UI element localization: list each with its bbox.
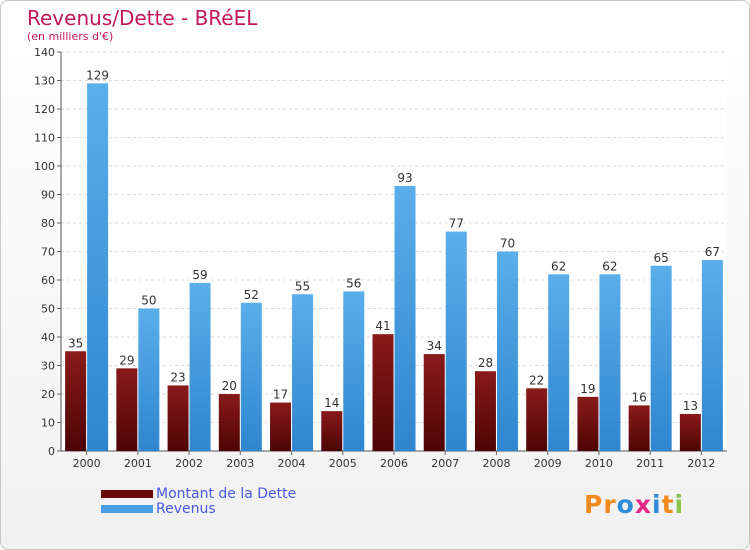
bar-revenus: [343, 291, 365, 451]
value-label-revenus: 65: [654, 251, 669, 265]
bar-dette: [423, 354, 445, 451]
value-label-revenus: 62: [602, 259, 617, 273]
y-tick-label: 10: [41, 417, 55, 430]
y-tick-label: 110: [34, 132, 55, 145]
x-tick-label: 2010: [585, 457, 613, 470]
x-tick-label: 2000: [73, 457, 101, 470]
chart-subtitle: (en milliers d'€): [27, 30, 114, 43]
bar-dette: [116, 368, 138, 451]
x-tick-label: 2009: [534, 457, 562, 470]
bar-revenus: [394, 185, 416, 451]
logo-letter: x: [634, 490, 652, 519]
x-tick-label: 2008: [482, 457, 510, 470]
bar-revenus: [189, 282, 211, 451]
value-label-revenus: 50: [141, 294, 156, 308]
y-tick-label: 20: [41, 388, 55, 401]
y-tick-label: 140: [34, 46, 55, 59]
value-label-revenus: 62: [551, 259, 566, 273]
bar-dette: [679, 413, 701, 451]
y-tick-label: 50: [41, 303, 55, 316]
bar-revenus: [87, 83, 109, 451]
value-label-revenus: 70: [500, 237, 515, 251]
value-label-dette: 17: [273, 388, 288, 402]
bar-dette: [577, 396, 599, 451]
value-label-dette: 14: [324, 396, 339, 410]
value-label-revenus: 52: [244, 288, 259, 302]
bar-dette: [270, 402, 292, 451]
legend-label-revenus: Revenus: [156, 501, 216, 517]
logo-letter: P: [584, 490, 604, 519]
value-label-dette: 28: [478, 356, 493, 370]
value-label-dette: 35: [68, 336, 83, 350]
logo-letter: o: [616, 490, 635, 519]
value-label-revenus: 77: [449, 217, 464, 231]
bar-revenus: [701, 260, 723, 451]
logo-letter: t: [661, 490, 675, 519]
value-label-dette: 16: [632, 390, 647, 404]
value-label-revenus: 93: [397, 171, 412, 185]
value-label-revenus: 59: [192, 268, 207, 282]
bar-revenus: [599, 274, 621, 451]
value-label-dette: 22: [529, 373, 544, 387]
value-label-revenus: 56: [346, 276, 361, 290]
y-tick-label: 30: [41, 360, 55, 373]
x-tick-label: 2001: [124, 457, 152, 470]
y-tick-label: 90: [41, 189, 55, 202]
bar-dette: [372, 334, 394, 451]
value-label-dette: 41: [375, 319, 390, 333]
x-tick-label: 2007: [431, 457, 459, 470]
bar-dette: [218, 394, 240, 451]
logo-letter: i: [652, 490, 662, 519]
bar-revenus: [548, 274, 570, 451]
x-tick-label: 2012: [687, 457, 715, 470]
x-tick-label: 2003: [226, 457, 254, 470]
value-label-revenus: 129: [86, 68, 109, 82]
bar-revenus: [496, 251, 518, 451]
y-tick-label: 130: [34, 75, 55, 88]
value-label-revenus: 55: [295, 279, 310, 293]
bar-revenus: [445, 231, 467, 451]
y-tick-label: 120: [34, 103, 55, 116]
bar-dette: [321, 411, 343, 451]
value-label-dette: 19: [580, 382, 595, 396]
legend-swatch-revenus: [101, 505, 153, 513]
value-label-dette: 13: [683, 399, 698, 413]
value-label-dette: 29: [119, 353, 134, 367]
y-tick-label: 80: [41, 217, 55, 230]
x-tick-label: 2006: [380, 457, 408, 470]
bar-revenus: [138, 308, 160, 451]
value-label-dette: 34: [427, 339, 442, 353]
bar-dette: [526, 388, 548, 451]
bar-dette: [65, 351, 87, 451]
bar-revenus: [650, 265, 672, 451]
y-tick-label: 60: [41, 274, 55, 287]
bar-dette: [474, 371, 496, 451]
x-tick-label: 2005: [329, 457, 357, 470]
legend-swatch-dette: [101, 490, 153, 498]
x-tick-label: 2004: [278, 457, 306, 470]
logo-letter: r: [603, 490, 617, 519]
bar-revenus: [292, 294, 314, 451]
x-tick-label: 2011: [636, 457, 664, 470]
x-tick-label: 2002: [175, 457, 203, 470]
proxiti-logo: Proxiti: [584, 490, 684, 519]
value-label-dette: 23: [170, 370, 185, 384]
value-label-dette: 20: [222, 379, 237, 393]
bar-dette: [628, 405, 650, 451]
value-label-revenus: 67: [705, 245, 720, 259]
y-tick-label: 0: [48, 445, 55, 458]
legend-label-dette: Montant de la Dette: [156, 486, 297, 502]
bar-dette: [167, 385, 189, 451]
y-tick-label: 70: [41, 246, 55, 259]
bar-revenus: [240, 302, 262, 451]
chart-title: Revenus/Dette - BRéEL: [27, 6, 258, 30]
y-tick-label: 40: [41, 331, 55, 344]
logo-letter: i: [674, 490, 685, 519]
y-tick-label: 100: [34, 160, 55, 173]
